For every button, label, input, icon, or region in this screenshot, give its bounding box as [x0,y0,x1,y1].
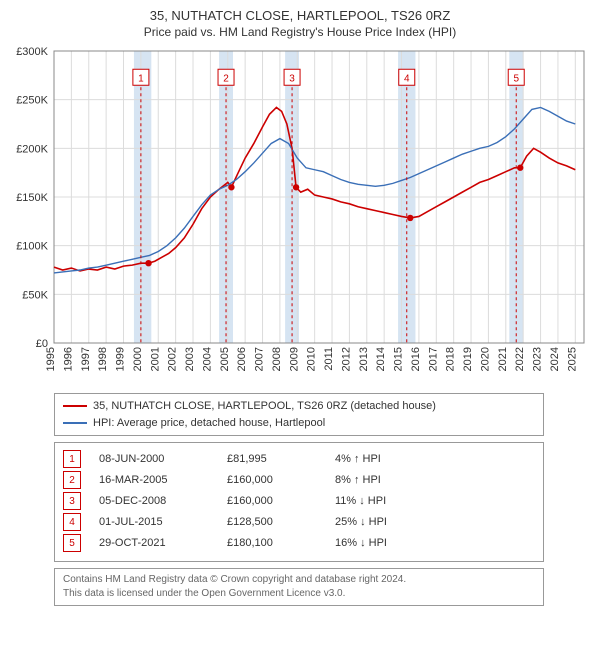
svg-text:1: 1 [138,73,144,84]
svg-text:4: 4 [404,73,410,84]
svg-text:1997: 1997 [80,347,92,371]
sale-badge: 4 [63,513,81,531]
svg-text:£200K: £200K [16,143,48,155]
price-chart: £0£50K£100K£150K£200K£250K£300K199519961… [10,45,590,385]
sale-date: 05-DEC-2008 [99,491,209,512]
svg-text:2020: 2020 [479,347,491,371]
sale-diff: 8% ↑ HPI [335,470,445,491]
svg-text:2011: 2011 [323,347,335,371]
svg-text:2019: 2019 [462,347,474,371]
legend-label: 35, NUTHATCH CLOSE, HARTLEPOOL, TS26 0RZ… [93,398,436,415]
svg-text:£150K: £150K [16,192,48,204]
svg-text:5: 5 [513,73,519,84]
sale-row: 3 05-DEC-2008 £160,000 11% ↓ HPI [63,491,535,512]
svg-text:£100K: £100K [16,241,48,253]
sale-diff: 16% ↓ HPI [335,533,445,554]
chart-svg: £0£50K£100K£150K£200K£250K£300K199519961… [10,45,590,385]
svg-text:1996: 1996 [62,347,74,371]
svg-text:3: 3 [289,73,295,84]
svg-text:2017: 2017 [427,347,439,371]
sale-badge: 3 [63,492,81,510]
sale-badge: 2 [63,471,81,489]
sale-date: 08-JUN-2000 [99,449,209,470]
svg-text:2004: 2004 [201,347,213,371]
legend-item: HPI: Average price, detached house, Hart… [63,415,535,432]
svg-text:2007: 2007 [254,347,266,371]
svg-text:1999: 1999 [115,347,127,371]
page-subtitle: Price paid vs. HM Land Registry's House … [10,25,590,39]
sale-price: £128,500 [227,512,317,533]
svg-text:£300K: £300K [16,46,48,58]
svg-text:2003: 2003 [184,347,196,371]
sale-row: 4 01-JUL-2015 £128,500 25% ↓ HPI [63,512,535,533]
svg-text:2018: 2018 [445,347,457,371]
svg-text:2016: 2016 [410,347,422,371]
sale-date: 29-OCT-2021 [99,533,209,554]
svg-text:1995: 1995 [45,347,57,371]
page-container: 35, NUTHATCH CLOSE, HARTLEPOOL, TS26 0RZ… [0,0,600,616]
svg-text:2005: 2005 [219,347,231,371]
svg-text:2012: 2012 [340,347,352,371]
svg-text:£50K: £50K [22,289,48,301]
sale-price: £160,000 [227,470,317,491]
sale-badge: 5 [63,534,81,552]
sale-row: 2 16-MAR-2005 £160,000 8% ↑ HPI [63,470,535,491]
svg-text:2: 2 [223,73,229,84]
svg-text:2001: 2001 [149,347,161,371]
svg-text:2002: 2002 [167,347,179,371]
legend-swatch [63,422,87,424]
sale-row: 1 08-JUN-2000 £81,995 4% ↑ HPI [63,449,535,470]
svg-text:2013: 2013 [358,347,370,371]
sale-price: £81,995 [227,449,317,470]
svg-text:1998: 1998 [97,347,109,371]
sale-price: £180,100 [227,533,317,554]
sale-price: £160,000 [227,491,317,512]
svg-text:2023: 2023 [532,347,544,371]
footer-box: Contains HM Land Registry data © Crown c… [54,568,544,606]
legend-label: HPI: Average price, detached house, Hart… [93,415,325,432]
svg-text:2024: 2024 [549,347,561,371]
sale-date: 01-JUL-2015 [99,512,209,533]
svg-text:2015: 2015 [393,347,405,371]
legend-swatch [63,405,87,407]
page-title: 35, NUTHATCH CLOSE, HARTLEPOOL, TS26 0RZ [10,8,590,23]
sale-row: 5 29-OCT-2021 £180,100 16% ↓ HPI [63,533,535,554]
svg-text:2022: 2022 [514,347,526,371]
legend-box: 35, NUTHATCH CLOSE, HARTLEPOOL, TS26 0RZ… [54,393,544,436]
svg-text:2010: 2010 [306,347,318,371]
sale-date: 16-MAR-2005 [99,470,209,491]
svg-text:2025: 2025 [566,347,578,371]
sale-diff: 11% ↓ HPI [335,491,445,512]
svg-text:2008: 2008 [271,347,283,371]
footer-line-2: This data is licensed under the Open Gov… [63,587,535,601]
sale-badge: 1 [63,450,81,468]
svg-text:2014: 2014 [375,347,387,371]
svg-text:2021: 2021 [497,347,509,371]
sale-diff: 25% ↓ HPI [335,512,445,533]
svg-text:2006: 2006 [236,347,248,371]
sale-diff: 4% ↑ HPI [335,449,445,470]
sales-box: 1 08-JUN-2000 £81,995 4% ↑ HPI 2 16-MAR-2005 £… [54,442,544,562]
svg-text:2009: 2009 [288,347,300,371]
legend-item: 35, NUTHATCH CLOSE, HARTLEPOOL, TS26 0RZ… [63,398,535,415]
svg-text:2000: 2000 [132,347,144,371]
footer-line-1: Contains HM Land Registry data © Crown c… [63,573,535,587]
svg-text:£250K: £250K [16,95,48,107]
